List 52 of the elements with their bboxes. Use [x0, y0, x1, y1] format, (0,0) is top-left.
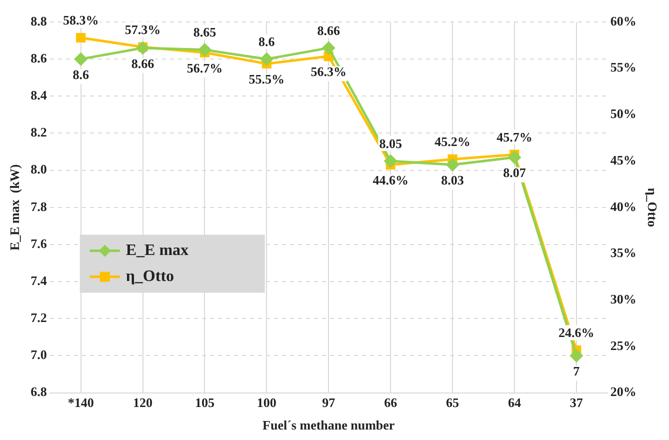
- y-axis-title: E_E max (kW): [7, 164, 22, 251]
- data-label: 55.5%: [248, 72, 285, 87]
- y2-tick-label: 40%: [610, 198, 636, 214]
- y2-tick-label: 45%: [610, 152, 636, 168]
- y-tick-label: 7.6: [30, 236, 48, 251]
- y2-axis-title: η_Otto: [644, 188, 660, 227]
- data-label: 57.3%: [124, 22, 161, 37]
- data-label: 45.2%: [434, 134, 470, 150]
- x-tick-label: 97: [322, 394, 336, 410]
- data-label: 8.6: [258, 34, 276, 49]
- y-tick-label: 7.8: [30, 198, 48, 214]
- y-tick-label: 8.0: [30, 162, 47, 177]
- y2-tick-label: 55%: [610, 60, 636, 75]
- y-tick-label: 8.4: [30, 88, 48, 103]
- data-label: 24.6%: [558, 325, 594, 340]
- y2-tick-label: 30%: [610, 291, 636, 306]
- y2-tick-label: 20%: [610, 384, 636, 400]
- x-tick-label: 120: [133, 394, 153, 410]
- y2-tick-label: 60%: [610, 13, 636, 28]
- y2-tick-label: 35%: [610, 245, 636, 260]
- y-tick-label: 7.4: [30, 272, 48, 288]
- data-label: 8.65: [193, 24, 217, 40]
- x-tick-label: 65: [446, 394, 460, 410]
- data-label: 7: [573, 364, 580, 379]
- data-label: 56.7%: [186, 60, 223, 76]
- data-label: 8.07: [503, 165, 526, 180]
- y-tick-label: 6.8: [30, 384, 48, 400]
- y-tick-label: 8.2: [30, 124, 47, 140]
- data-label: 56.3%: [310, 64, 346, 80]
- data-label: 8.66: [131, 56, 155, 71]
- x-tick-label: 66: [384, 394, 398, 410]
- data-label: 45.7%: [496, 129, 532, 144]
- x-axis-title: Fuel´s methane number: [262, 418, 395, 433]
- y2-tick-label: 25%: [610, 338, 636, 353]
- data-label: 8.6: [72, 66, 90, 82]
- data-label: 8.66: [317, 22, 340, 38]
- data-label: 58.3%: [62, 12, 99, 28]
- x-tick-label: 105: [194, 394, 215, 410]
- x-tick-label: 37: [570, 394, 584, 410]
- x-tick-label: 64: [508, 394, 522, 410]
- x-tick-label: 100: [256, 394, 276, 410]
- data-label: 8.05: [379, 136, 402, 151]
- y-tick-label: 7.2: [30, 310, 47, 325]
- y-tick-label: 8.8: [30, 13, 48, 28]
- y2-tick-label: 50%: [610, 106, 636, 122]
- data-label: 44.6%: [372, 172, 408, 188]
- legend-label: η_Otto: [126, 268, 174, 285]
- x-tick-label: *140: [68, 394, 94, 410]
- legend-label: E_E max: [126, 242, 189, 259]
- data-label: 8.03: [441, 172, 464, 188]
- y-tick-label: 7.0: [30, 347, 47, 362]
- y-tick-label: 8.6: [30, 50, 48, 66]
